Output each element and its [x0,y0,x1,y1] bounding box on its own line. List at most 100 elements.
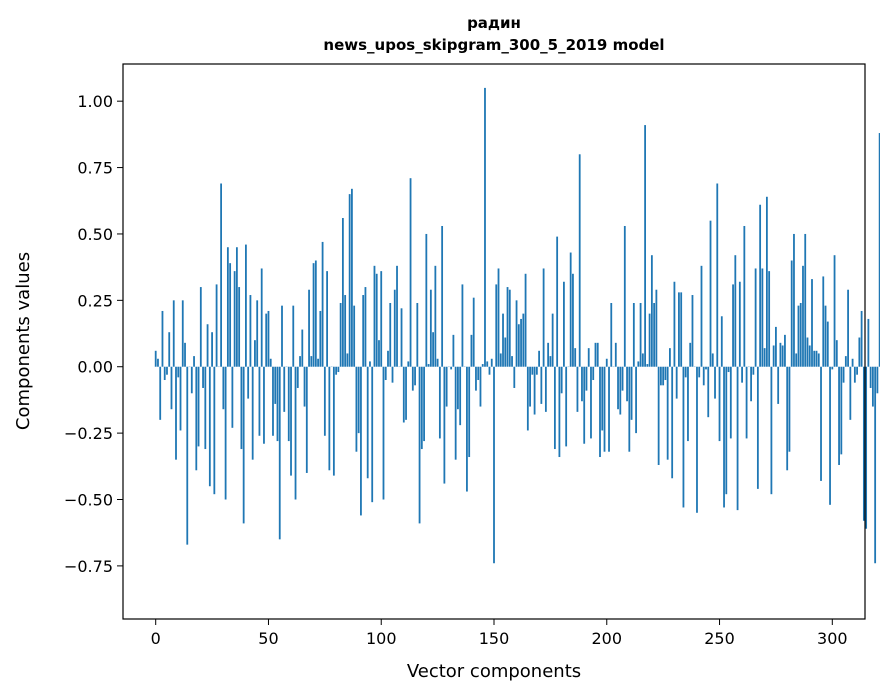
bar-266 [754,268,757,367]
bar-201 [608,366,610,452]
bar-209 [626,366,628,402]
bar-5 [166,366,168,375]
bar-273 [770,366,773,495]
bar-34 [231,366,234,428]
bar-260 [741,366,743,383]
bar-228 [669,348,671,367]
x-axis-label: Vector components [407,661,581,682]
bar-274 [772,345,775,367]
bar-76 [326,271,328,367]
bar-306 [844,356,847,367]
bar-33 [229,263,232,367]
bar-37 [238,287,241,367]
y-axis-ticks: 1.00 0.75 0.50 0.25 0.00 −0.25 −0.50 −0.75 [64,92,123,576]
bar-294 [817,353,820,367]
bar-222 [655,289,658,367]
bar-74 [321,241,324,367]
bar-236 [687,366,689,442]
bar-123 [432,332,434,367]
bar-75 [323,366,326,436]
bars-group [154,87,880,564]
bar-71 [314,260,317,367]
bar-163 [522,313,525,367]
bar-114 [411,366,414,391]
bar-40 [245,244,247,367]
bar-82 [339,303,342,367]
bar-300 [831,366,834,370]
bar-290 [808,345,811,367]
bar-157 [508,289,511,367]
bar-285 [797,305,800,367]
bar-178 [556,236,559,367]
bar-226 [664,366,667,381]
bar-173 [544,366,547,412]
bar-9 [175,366,177,460]
bar-107 [396,265,398,367]
bar-169 [535,366,538,375]
bar-24 [208,366,211,487]
bar-53 [274,366,277,404]
bar-255 [729,366,732,439]
bar-261 [743,225,746,367]
bar-86 [348,194,351,367]
bar-79 [332,366,335,476]
bar-42 [249,295,252,367]
bar-221 [653,303,656,367]
bar-148 [488,366,491,375]
bar-153 [499,353,502,367]
bar-116 [416,303,419,367]
bar-66 [303,366,306,407]
bar-11 [179,366,182,431]
bar-119 [423,366,425,442]
bar-170 [538,350,540,367]
bar-196 [596,342,599,367]
bar-44 [254,340,256,367]
bar-313 [860,310,863,367]
bar-127 [441,225,444,367]
bar-259 [738,281,741,367]
bar-103 [387,350,389,367]
bar-200 [605,358,608,367]
bar-10 [177,366,180,378]
bar-2 [159,366,162,420]
bar-85 [346,353,349,367]
bar-314 [862,366,865,521]
bar-36 [235,247,238,367]
bar-65 [301,329,304,367]
bar-245 [707,366,710,418]
bar-46 [258,366,261,436]
x-tick-label: 150 [479,629,510,648]
bar-195 [594,342,597,367]
bar-265 [752,366,755,375]
bar-198 [601,366,604,431]
bar-134 [457,366,459,410]
bar-184 [569,252,572,367]
bar-95 [369,361,371,367]
bar-126 [438,366,441,439]
bar-128 [443,366,446,484]
bar-93 [364,287,367,367]
bar-26 [213,366,216,495]
bar-227 [666,366,669,460]
bar-220 [650,255,653,367]
bar-115 [414,366,416,386]
bar-238 [691,295,694,367]
bar-268 [759,204,762,367]
bar-43 [251,366,254,460]
y-tick-label: 0.50 [77,225,113,244]
bar-124 [434,265,437,367]
bar-269 [761,268,764,367]
bar-81 [337,366,340,373]
bar-147 [486,361,489,367]
bar-135 [459,366,462,426]
bar-140 [470,334,473,367]
bar-223 [657,366,660,465]
bar-60 [290,366,292,476]
bar-160 [515,300,518,367]
x-tick-label: 50 [258,629,278,648]
bar-29 [220,183,222,367]
bar-286 [799,303,802,367]
bar-90 [357,366,360,434]
bar-131 [450,366,453,370]
bar-180 [560,366,563,394]
